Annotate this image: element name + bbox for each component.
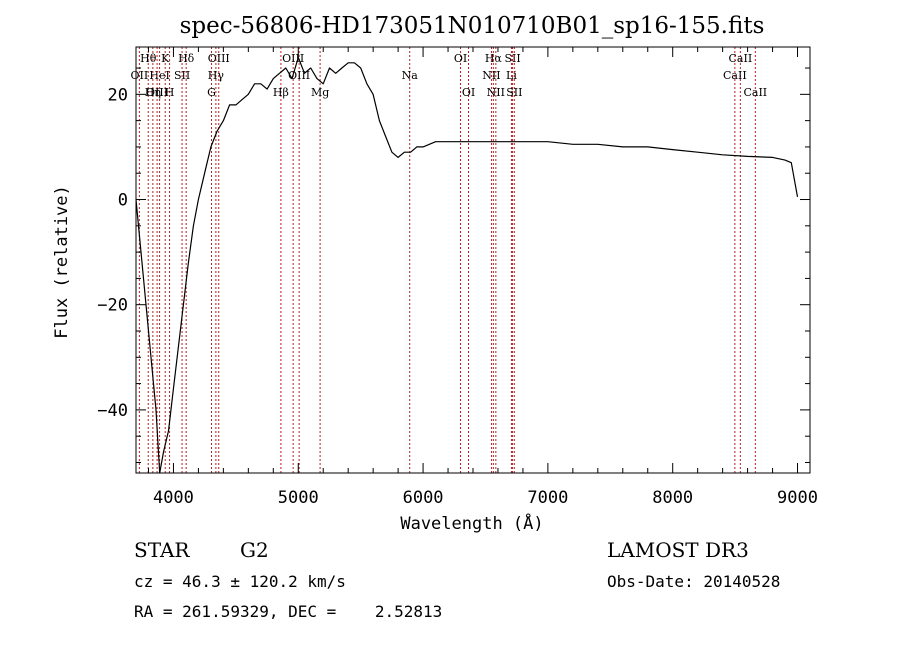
x-tick-label: 8000 xyxy=(652,488,693,508)
line-marker-label: Hδ xyxy=(178,52,195,65)
y-axis: −40 −20 0 20 xyxy=(97,67,810,463)
line-marker-label: NII xyxy=(487,86,505,99)
line-marker-label: Hγ xyxy=(208,69,225,82)
object-subclass: G2 xyxy=(240,538,269,562)
survey-name: LAMOST DR3 xyxy=(607,538,749,562)
line-marker-label: OI xyxy=(454,52,467,65)
line-marker-label: Mg xyxy=(311,86,329,99)
observation-date: Obs-Date: 20140528 xyxy=(607,572,781,591)
x-tick-label: 7000 xyxy=(527,488,568,508)
x-axis: 4000 5000 6000 7000 8000 9000 xyxy=(147,47,818,508)
x-tick-label: 4000 xyxy=(153,488,194,508)
line-marker-label: SII xyxy=(504,52,520,65)
x-tick-label: 5000 xyxy=(278,488,319,508)
y-tick-label: −40 xyxy=(97,401,128,421)
line-marker-label: OII xyxy=(131,69,149,82)
line-marker-label: NII xyxy=(482,69,500,82)
x-tick-label: 9000 xyxy=(777,488,818,508)
y-tick-label: 20 xyxy=(108,85,128,105)
line-marker-label: Na xyxy=(402,69,419,82)
y-tick-label: −20 xyxy=(97,296,128,316)
spectrum-line xyxy=(135,56,799,474)
line-marker-label: Hβ xyxy=(273,86,289,99)
x-axis-label: Wavelength (Å) xyxy=(400,512,543,534)
line-marker-label: OIII xyxy=(146,86,168,99)
chart-title: spec-56806-HD173051N010710B01_sp16-155.f… xyxy=(180,13,765,39)
line-marker-label: SII xyxy=(506,86,522,99)
line-marker-label: Hθ xyxy=(140,52,157,65)
x-tick-label: 6000 xyxy=(403,488,444,508)
line-marker-label: OI xyxy=(462,86,475,99)
spectrum-series xyxy=(135,56,799,474)
line-marker-label: H xyxy=(165,86,175,99)
y-axis-label: Flux (relative) xyxy=(52,185,72,339)
coordinates-info: RA = 261.59329, DEC = 2.52813 xyxy=(134,602,443,621)
line-marker-label: K xyxy=(161,52,170,65)
line-marker-label: Hα xyxy=(485,52,503,65)
line-marker-label: OIII xyxy=(208,52,230,65)
line-marker-label: CaII xyxy=(743,86,767,99)
object-type: STAR xyxy=(134,538,190,562)
line-marker-label: Li xyxy=(506,69,517,82)
line-marker-label: HeI xyxy=(149,69,169,82)
line-marker-label: Hη xyxy=(145,86,161,99)
plot-frame xyxy=(135,46,811,474)
y-tick-label: 0 xyxy=(118,191,128,211)
line-marker-label: CaII xyxy=(723,69,747,82)
redshift-info: cz = 46.3 ± 120.2 km/s xyxy=(134,572,346,591)
line-marker-label: SII xyxy=(174,69,190,82)
line-marker-label: CaII xyxy=(729,52,753,65)
line-marker-label: G xyxy=(207,86,216,99)
